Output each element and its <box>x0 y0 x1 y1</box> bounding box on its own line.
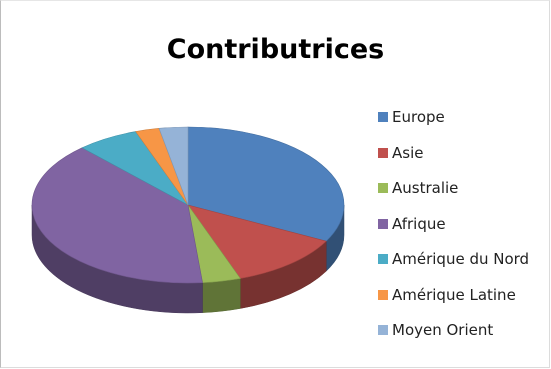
legend-swatch <box>378 289 388 300</box>
legend-label: Amérique Latine <box>392 285 516 304</box>
legend-swatch <box>378 112 388 122</box>
pie-slice-asie <box>187 204 327 279</box>
legend-swatch <box>378 254 388 264</box>
legend-label: Australie <box>392 179 459 197</box>
legend-swatch <box>378 147 388 158</box>
pie-side-australie <box>202 278 241 313</box>
legend-label: Amérique du Nord <box>392 250 530 268</box>
legend-label: Asie <box>392 143 424 162</box>
legend-swatch <box>378 218 388 229</box>
legend-swatch <box>378 183 388 193</box>
chart-title: Contributrices <box>166 34 385 65</box>
pie-slice-europe <box>187 126 345 242</box>
pie-slice-moyen-orient <box>158 126 189 206</box>
legend-label: Europe <box>392 108 445 126</box>
legend-swatch <box>378 325 388 335</box>
pie-slice-afrique <box>31 147 203 284</box>
legend-label: Moyen Orient <box>392 321 494 339</box>
legend-label: Afrique <box>392 214 446 233</box>
